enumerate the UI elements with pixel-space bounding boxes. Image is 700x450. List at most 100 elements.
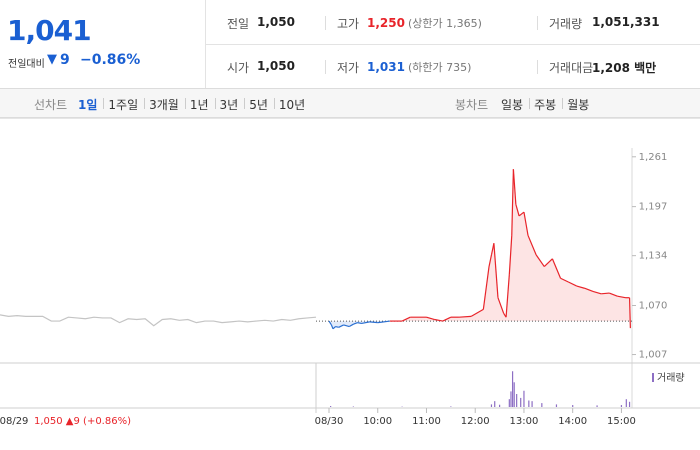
y-tick-label: 1,134 xyxy=(639,251,668,262)
volume-bar xyxy=(330,406,332,407)
stat-value: 1,051,331 xyxy=(592,15,660,29)
price-segment xyxy=(488,254,493,267)
volume-bar xyxy=(596,405,598,407)
period-tab[interactable]: 3개월 xyxy=(149,98,179,112)
price-segment xyxy=(442,316,452,322)
price-segment xyxy=(592,290,602,295)
change-arrow: ▼ xyxy=(47,52,57,67)
separator xyxy=(325,60,326,74)
prev-day-label: 08/29 xyxy=(0,416,28,427)
price-segment xyxy=(512,169,517,205)
separator xyxy=(244,98,246,109)
stat-row: 시가 1,050 저가 1,031 (하한가 735) 거래대금 1,208 백만 xyxy=(206,44,700,88)
stat-label: 전일 xyxy=(227,17,250,31)
separator xyxy=(537,60,538,74)
candle-tab[interactable]: 일봉 xyxy=(501,98,524,112)
price-segment xyxy=(470,308,484,317)
candle-tab[interactable]: 월봉 xyxy=(567,98,590,112)
price-segment xyxy=(377,320,390,324)
price-segment xyxy=(353,322,358,325)
separator xyxy=(144,98,146,109)
period-tab[interactable]: 3년 xyxy=(219,98,239,112)
x-tick-label: 12:00 xyxy=(461,416,490,427)
volume-bar xyxy=(450,406,452,407)
volume-bar xyxy=(498,404,501,407)
change-rate: −0.86% xyxy=(80,52,141,68)
volume-bar xyxy=(490,404,493,407)
price-segment xyxy=(527,235,537,256)
price-segment xyxy=(584,287,594,293)
price-segment xyxy=(330,324,334,330)
price-segment xyxy=(560,277,569,283)
price-segment xyxy=(493,243,499,298)
stats: 전일 1,050 고가 1,250 (상한가 1,365) 거래량 1,051,331 시가 1… xyxy=(206,0,700,88)
stat-label: 시가 xyxy=(227,61,250,75)
price-segment xyxy=(568,281,578,287)
volume-bar xyxy=(541,403,543,407)
tab-group-label: 선차트 xyxy=(34,98,68,112)
volume-bar xyxy=(516,394,518,407)
price-segment xyxy=(511,169,514,236)
candle-tab[interactable]: 주봉 xyxy=(534,98,557,112)
x-tick-label: 08/30 xyxy=(315,416,344,427)
up-area xyxy=(328,169,631,322)
stat-value: 1,208 백만 xyxy=(592,61,657,75)
price-segment xyxy=(505,274,510,318)
separator xyxy=(325,16,326,30)
price-segment xyxy=(543,258,553,268)
change: 9 xyxy=(60,52,70,68)
price-segment xyxy=(426,316,435,321)
tab-group-label: 봉차트 xyxy=(455,98,489,112)
price-segment xyxy=(338,324,344,328)
x-tick-label: 14:00 xyxy=(558,416,587,427)
price-segment xyxy=(508,235,513,275)
y-tick-label: 1,070 xyxy=(639,301,668,312)
stat-label: 거래량 xyxy=(549,17,583,31)
period-tab[interactable]: 5년 xyxy=(249,98,268,112)
price-segment xyxy=(576,285,586,289)
price-segment xyxy=(518,211,525,217)
stat-label: 거래대금 xyxy=(549,61,594,75)
period-tab[interactable]: 1주일 xyxy=(108,98,139,112)
price-segment xyxy=(434,318,443,322)
price-segment xyxy=(628,297,631,329)
price-segment xyxy=(401,316,411,322)
price-segment xyxy=(328,320,332,326)
y-tick-label: 1,007 xyxy=(639,350,668,361)
volume-bar xyxy=(508,399,510,407)
stat-value: 1,250 (상한가 1,365) xyxy=(367,16,482,30)
separator xyxy=(537,16,538,30)
x-tick-label: 15:00 xyxy=(607,416,636,427)
volume-bar xyxy=(528,400,530,407)
separator xyxy=(214,98,216,109)
volume-bar xyxy=(572,405,574,407)
period-tab[interactable]: 1일 xyxy=(78,98,98,112)
chart: 1,007 1,070 1,134 1,197 1,261 08/30 10:00 11:00… xyxy=(0,118,700,427)
price-segment xyxy=(497,297,505,314)
stat-label: 고가 xyxy=(337,17,360,31)
tab-bar: 선차트 1일 1주일 3개월 1년 3년 5년 10년 봉차트 일봉 주봉 월봉 xyxy=(0,88,700,118)
volume-bar xyxy=(555,404,558,407)
stat-value: 1,050 xyxy=(257,15,295,29)
prev-day-line xyxy=(0,314,317,327)
down-area xyxy=(328,321,631,329)
stat-value: 1,031 (하한가 735) xyxy=(367,60,472,74)
separator xyxy=(184,98,186,109)
change-label: 전일대비 xyxy=(8,59,45,70)
prev-day-caption: 1,050 ▲9 (+0.86%) xyxy=(34,416,131,427)
period-tab[interactable]: 10년 xyxy=(278,98,306,112)
stat-row: 전일 1,050 고가 1,250 (상한가 1,365) 거래량 1,051,331 xyxy=(206,0,700,45)
volume-bar xyxy=(510,391,512,407)
y-tick-label: 1,197 xyxy=(639,202,668,213)
price-segment xyxy=(458,315,472,318)
separator xyxy=(562,98,564,109)
x-tick-label: 13:00 xyxy=(510,416,539,427)
volume-legend: 거래량 xyxy=(657,372,685,384)
stat-note: (하한가 735) xyxy=(407,61,472,74)
period-tab[interactable]: 1년 xyxy=(189,98,209,112)
price-segment xyxy=(551,258,562,279)
price-box: 1,041 전일대비 ▼ 9 −0.86% xyxy=(0,0,206,88)
stat-note: (상한가 1,365) xyxy=(407,17,482,30)
volume-bar xyxy=(523,390,525,407)
